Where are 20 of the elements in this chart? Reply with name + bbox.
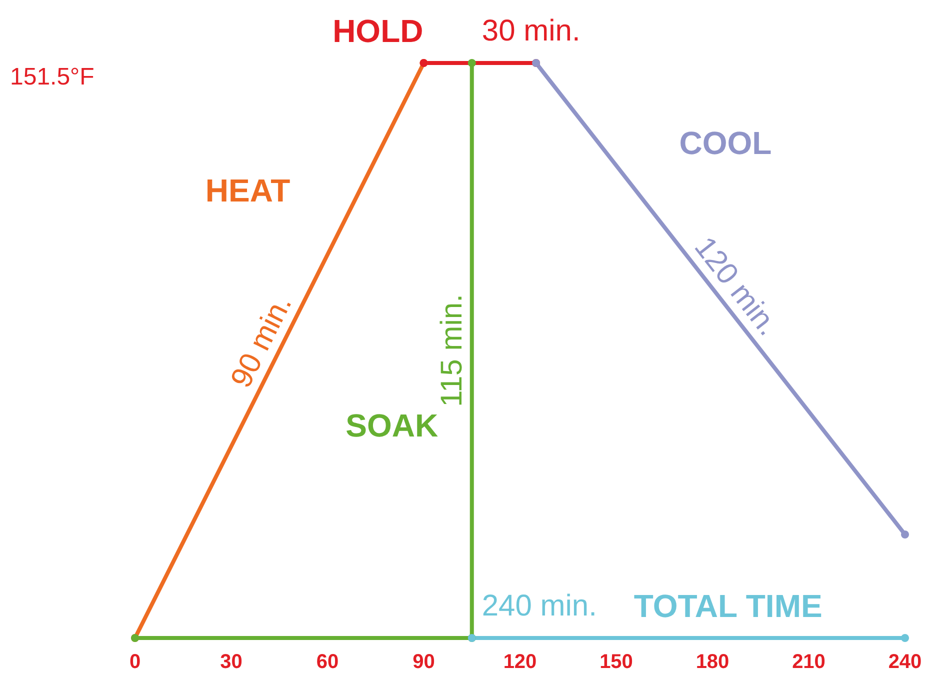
series-label: TOTAL TIME: [634, 588, 822, 624]
x-tick-label: 210: [792, 651, 826, 673]
annotation: 90 min.: [224, 290, 298, 393]
annotation: 120 min.: [688, 230, 785, 342]
text: 30 min.: [482, 14, 580, 48]
x-tick-label: 60: [316, 651, 339, 673]
x-tick-label: 30: [220, 651, 242, 673]
x-tick-label: 120: [503, 651, 537, 673]
text: 151.5°F: [10, 64, 94, 90]
series-label: COOL: [679, 124, 772, 161]
annotation: 115 min.: [435, 294, 468, 407]
x-tick-label: 180: [696, 651, 730, 673]
x-tick-label: 150: [600, 651, 633, 673]
series-label: HOLD: [332, 13, 424, 49]
x-tick-label: 90: [412, 651, 435, 673]
annotation: 240 min.: [482, 590, 597, 622]
series-label: SOAK: [346, 407, 438, 444]
x-tick-label: 240: [888, 651, 922, 673]
x-tick-label: 0: [129, 651, 141, 673]
series-label: HEAT: [205, 172, 291, 209]
